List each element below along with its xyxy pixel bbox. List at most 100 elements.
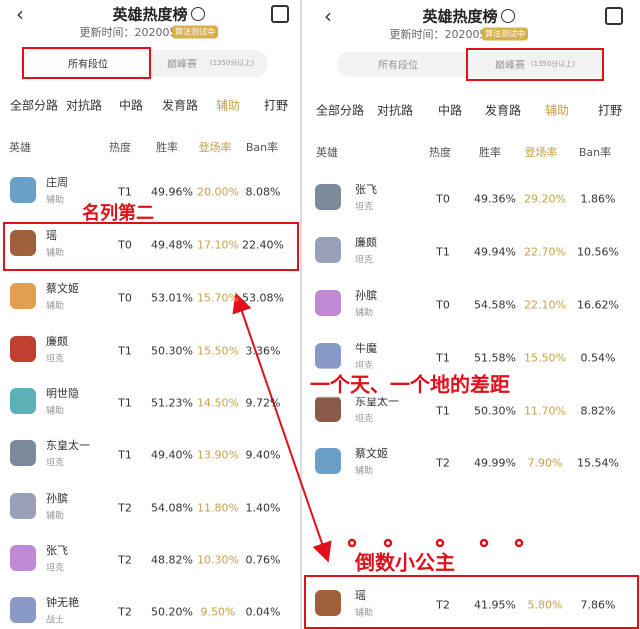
cell: T1 <box>436 245 450 259</box>
highlight-box <box>3 222 299 271</box>
tab[interactable]: 所有段位 <box>378 60 418 72</box>
cell: T1 <box>118 396 132 410</box>
cell: 53.01% <box>151 291 193 305</box>
cell: 50.20% <box>151 605 193 619</box>
hero-role: 辅助 <box>355 308 374 319</box>
dots <box>347 538 524 548</box>
share-button[interactable] <box>271 5 289 23</box>
lane-tab[interactable]: 打野 <box>597 103 623 118</box>
column-header[interactable]: 登场率 <box>198 141 232 154</box>
cell: T2 <box>118 605 132 619</box>
hero-name: 瑶 <box>355 589 366 602</box>
cell: 41.95% <box>474 598 516 612</box>
hero-role: 辅助 <box>355 466 374 477</box>
cell: 11.80% <box>197 501 239 515</box>
hero-role: 辅助 <box>355 608 374 619</box>
update-time: 更新时间：20200521 <box>389 28 501 41</box>
lane-tab[interactable]: 对抗路 <box>376 103 414 118</box>
hero-role: 坦克 <box>46 458 65 469</box>
hero-name: 张飞 <box>355 183 377 196</box>
lane-tab[interactable]: 全部分路 <box>315 103 365 118</box>
avatar <box>10 388 36 414</box>
hero-name: 蔡文姬 <box>46 282 79 295</box>
share-button[interactable] <box>605 7 623 25</box>
hero-name: 明世隐 <box>46 387 79 400</box>
tab-bg <box>467 52 602 77</box>
column-header[interactable]: Ban率 <box>245 141 279 154</box>
cell: 1.86% <box>580 192 616 206</box>
lane-tab[interactable]: 中路 <box>437 103 463 118</box>
highlight-box <box>22 47 151 79</box>
avatar <box>10 545 36 571</box>
annotation: 名列第二 <box>82 203 154 224</box>
column-header[interactable]: Ban率 <box>578 146 612 159</box>
hero-role: 坦克 <box>46 354 65 365</box>
cell: 29.20% <box>524 192 566 206</box>
lane-tab[interactable]: 打野 <box>263 98 289 113</box>
cell: T0 <box>436 192 450 206</box>
cell: 49.99% <box>474 456 516 470</box>
avatar <box>315 237 341 263</box>
cell: 9.72% <box>245 396 281 410</box>
lane-tab[interactable]: 发育路 <box>484 103 522 118</box>
cell: T2 <box>118 501 132 515</box>
dropdown-icon[interactable] <box>191 7 205 21</box>
hero-role: 坦克 <box>355 202 374 213</box>
dropdown-icon[interactable] <box>501 9 515 23</box>
hero-role: 坦克 <box>355 361 374 372</box>
cell: 0.04% <box>245 605 281 619</box>
cell: 50.30% <box>151 344 193 358</box>
cell: T2 <box>118 553 132 567</box>
lane-tab[interactable]: 对抗路 <box>65 98 103 113</box>
cell: 51.58% <box>474 351 516 365</box>
hero-role: 坦克 <box>355 255 374 266</box>
column-header[interactable]: 登场率 <box>524 146 558 159</box>
lane-tab[interactable]: 发育路 <box>161 98 199 113</box>
tab[interactable]: 巅峰赛 <box>167 59 197 71</box>
lane-tab[interactable]: 全部分路 <box>9 98 59 113</box>
cell: T2 <box>436 598 450 612</box>
cell: T1 <box>118 344 132 358</box>
column-header[interactable]: 热度 <box>109 141 131 154</box>
hero-name: 蔡文姬 <box>355 447 388 460</box>
cell: T0 <box>436 298 450 312</box>
lane-tab[interactable]: 辅助 <box>544 103 570 118</box>
cell: 54.08% <box>151 501 193 515</box>
back-button[interactable]: ‹ <box>324 4 332 28</box>
lane-tab[interactable]: 中路 <box>118 98 144 113</box>
column-header[interactable]: 胜率 <box>156 141 178 154</box>
cell: 22.10% <box>524 298 566 312</box>
hero-role: 辅助 <box>46 406 65 417</box>
lane-tab[interactable]: 辅助 <box>215 98 241 113</box>
cell: 49.94% <box>474 245 516 259</box>
avatar <box>10 177 36 203</box>
cell: 16.62% <box>577 298 619 312</box>
tab-bg <box>150 50 268 77</box>
avatar <box>10 493 36 519</box>
column-header: 英雄 <box>9 141 31 154</box>
column-header[interactable]: 胜率 <box>479 146 501 159</box>
cell: 50.30% <box>474 404 516 418</box>
cell: 54.58% <box>474 298 516 312</box>
avatar <box>315 396 341 422</box>
avatar <box>10 283 36 309</box>
tab[interactable]: 巅峰赛 <box>495 60 525 72</box>
cell: 7.86% <box>580 598 616 612</box>
column-header: 英雄 <box>316 146 338 159</box>
avatar <box>315 343 341 369</box>
hero-name: 孙膑 <box>355 289 377 302</box>
back-button[interactable]: ‹ <box>16 2 24 26</box>
cell: 10.56% <box>577 245 619 259</box>
cell: 17.10% <box>197 238 239 252</box>
title: 英雄热度榜 <box>112 5 188 24</box>
avatar <box>10 440 36 466</box>
column-header[interactable]: 热度 <box>429 146 451 159</box>
cell: 22.70% <box>524 245 566 259</box>
avatar <box>315 448 341 474</box>
tab[interactable]: 所有段位 <box>68 59 108 71</box>
cell: 7.90% <box>527 456 563 470</box>
hero-role: 辅助 <box>46 301 65 312</box>
avatar <box>10 597 36 623</box>
